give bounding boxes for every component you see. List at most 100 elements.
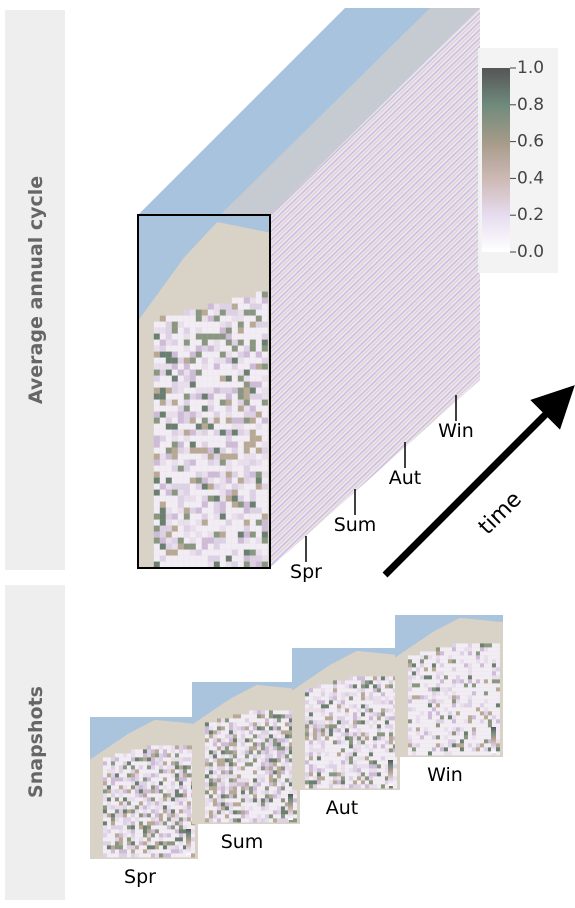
map-cell	[369, 688, 373, 692]
map-cell	[154, 400, 160, 406]
map-cell	[226, 382, 232, 388]
map-cell	[232, 418, 238, 424]
map-cell	[175, 765, 179, 769]
map-cell	[229, 754, 233, 758]
map-cell	[151, 793, 155, 797]
map-cell	[333, 720, 337, 724]
map-cell	[249, 770, 253, 774]
map-cell	[135, 829, 139, 833]
map-cell	[139, 805, 143, 809]
map-cell	[154, 388, 160, 394]
map-cell	[256, 544, 262, 550]
map-cell	[107, 833, 111, 837]
map-cell	[345, 736, 349, 740]
map-cell	[250, 550, 256, 556]
map-cell	[424, 715, 428, 719]
map-cell	[468, 751, 472, 755]
map-cell	[269, 802, 273, 806]
map-cell	[313, 752, 317, 756]
map-cell	[262, 454, 268, 460]
map-cell	[119, 837, 123, 841]
map-cell	[155, 817, 159, 821]
map-cell	[171, 797, 175, 801]
map-cell	[361, 688, 365, 692]
map-cell	[213, 790, 217, 794]
map-cell	[190, 442, 196, 448]
map-cell	[353, 780, 357, 784]
map-cell	[337, 756, 341, 760]
map-cell	[341, 692, 345, 696]
map-cell	[265, 814, 269, 818]
map-cell	[214, 358, 220, 364]
map-cell	[208, 304, 214, 310]
map-cell	[160, 400, 166, 406]
map-cell	[187, 821, 191, 825]
map-cell	[151, 849, 155, 853]
map-cell	[225, 754, 229, 758]
map-cell	[448, 727, 452, 731]
map-cell	[317, 764, 321, 768]
map-cell	[191, 837, 195, 841]
map-cell	[179, 813, 183, 817]
map-cell	[103, 845, 107, 849]
map-cell	[369, 780, 373, 784]
map-cell	[361, 776, 365, 780]
map-cell	[428, 675, 432, 679]
map-cell	[385, 756, 389, 760]
map-cell	[293, 818, 297, 822]
map-cell	[262, 442, 268, 448]
map-cell	[160, 502, 166, 508]
map-cell	[237, 754, 241, 758]
map-cell	[159, 853, 163, 857]
map-cell	[166, 406, 172, 412]
map-cell	[208, 340, 214, 346]
map-cell	[205, 814, 209, 818]
map-cell	[160, 478, 166, 484]
map-cell	[163, 769, 167, 773]
map-cell	[273, 750, 277, 754]
map-cell	[171, 825, 175, 829]
map-cell	[269, 814, 273, 818]
map-cell	[167, 745, 171, 749]
map-cell	[205, 722, 209, 726]
map-cell	[480, 691, 484, 695]
map-cell	[412, 711, 416, 715]
map-cell	[143, 773, 147, 777]
map-cell	[492, 719, 496, 723]
map-cell	[269, 778, 273, 782]
map-cell	[111, 761, 115, 765]
map-cell	[175, 829, 179, 833]
map-cell	[365, 720, 369, 724]
map-cell	[171, 753, 175, 757]
map-cell	[476, 739, 480, 743]
map-cell	[249, 746, 253, 750]
map-cell	[257, 750, 261, 754]
map-cell	[178, 376, 184, 382]
map-cell	[488, 711, 492, 715]
map-cell	[202, 508, 208, 514]
map-cell	[265, 782, 269, 786]
map-cell	[250, 358, 256, 364]
map-cell	[444, 651, 448, 655]
map-cell	[436, 679, 440, 683]
map-cell	[241, 746, 245, 750]
map-cell	[460, 703, 464, 707]
map-cell	[171, 853, 175, 857]
map-cell	[484, 715, 488, 719]
map-cell	[244, 370, 250, 376]
map-cell	[151, 813, 155, 817]
map-cell	[369, 680, 373, 684]
map-cell	[408, 743, 412, 747]
map-cell	[166, 364, 172, 370]
map-cell	[179, 769, 183, 773]
map-cell	[436, 687, 440, 691]
map-cell	[135, 777, 139, 781]
map-cell	[237, 802, 241, 806]
map-cell	[385, 708, 389, 712]
map-cell	[191, 853, 195, 857]
map-cell	[250, 310, 256, 316]
map-cell	[179, 809, 183, 813]
map-cell	[329, 732, 333, 736]
map-cell	[349, 756, 353, 760]
map-cell	[103, 789, 107, 793]
